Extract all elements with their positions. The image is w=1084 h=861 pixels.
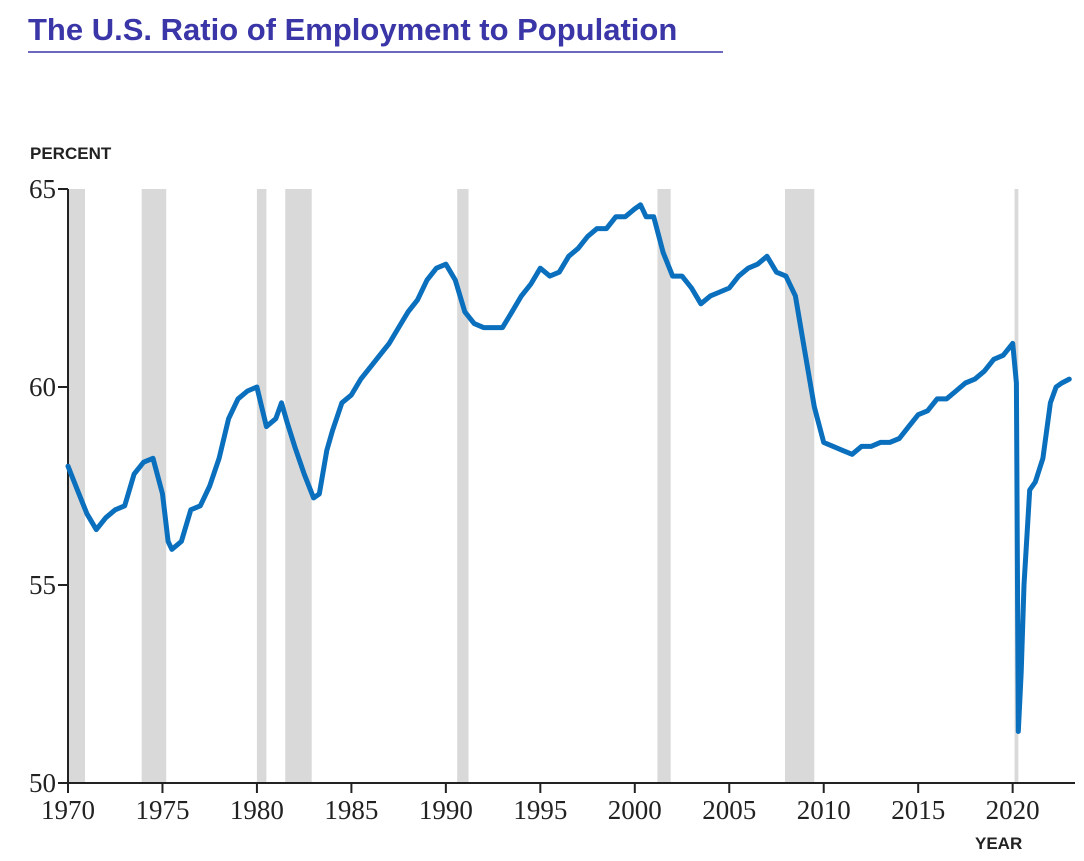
x-tick-label: 2015 [891, 795, 945, 825]
x-tick-label: 2000 [608, 795, 662, 825]
x-tick-label: 1990 [419, 795, 473, 825]
y-axis-label: PERCENT [30, 144, 112, 163]
x-tick-label: 2005 [702, 795, 756, 825]
recession-band [256, 189, 267, 783]
y-tick-label: 65 [29, 174, 56, 204]
y-tick-label: 50 [29, 768, 56, 798]
x-tick-label: 2010 [797, 795, 851, 825]
y-tick-label: 60 [29, 372, 56, 402]
x-tick-label: 2020 [986, 795, 1040, 825]
x-tick-label: 1975 [135, 795, 189, 825]
recession-band [657, 189, 671, 783]
x-axis-label: YEAR [975, 834, 1022, 853]
y-tick-label: 55 [29, 570, 56, 600]
chart-title: The U.S. Ratio of Employment to Populati… [28, 12, 677, 47]
x-tick-label: 1980 [230, 795, 284, 825]
recession-band [457, 189, 469, 783]
x-tick-label: 1995 [513, 795, 567, 825]
x-tick-label: 1985 [324, 795, 378, 825]
x-tick-label: 1970 [41, 795, 95, 825]
data-line [65, 202, 1072, 734]
